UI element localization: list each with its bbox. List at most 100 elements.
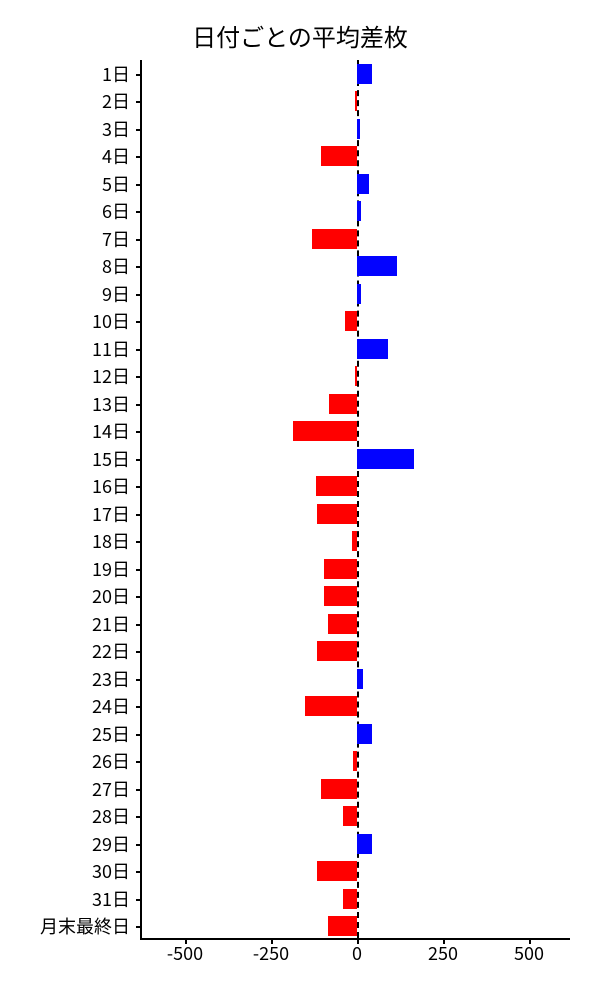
bar bbox=[317, 641, 357, 661]
y-tick-label: 25日 bbox=[92, 721, 130, 747]
y-tick-label: 10日 bbox=[92, 308, 130, 334]
y-tick bbox=[136, 514, 142, 516]
bar bbox=[317, 504, 357, 524]
bar bbox=[345, 311, 357, 331]
bar bbox=[357, 256, 397, 276]
y-tick-label: 7日 bbox=[102, 226, 130, 252]
bar bbox=[357, 64, 372, 84]
y-tick-label: 9日 bbox=[102, 281, 130, 307]
chart-container: 日付ごとの平均差枚 -500-25002505001日2日3日4日5日6日7日8… bbox=[0, 0, 600, 1000]
bar bbox=[357, 119, 360, 139]
bar bbox=[355, 366, 357, 386]
y-tick-label: 3日 bbox=[102, 116, 130, 142]
y-tick bbox=[136, 74, 142, 76]
y-tick bbox=[136, 679, 142, 681]
y-tick-label: 11日 bbox=[92, 336, 130, 362]
bar bbox=[357, 449, 414, 469]
y-tick bbox=[136, 871, 142, 873]
y-tick bbox=[136, 404, 142, 406]
y-tick bbox=[136, 844, 142, 846]
y-tick bbox=[136, 569, 142, 571]
y-tick bbox=[136, 156, 142, 158]
y-tick bbox=[136, 321, 142, 323]
y-tick bbox=[136, 184, 142, 186]
y-tick bbox=[136, 266, 142, 268]
bar bbox=[357, 201, 361, 221]
y-tick bbox=[136, 789, 142, 791]
y-tick-label: 22日 bbox=[92, 638, 130, 664]
bar bbox=[343, 806, 357, 826]
bar bbox=[357, 284, 361, 304]
y-tick-label: 月末最終日 bbox=[40, 913, 130, 939]
bar bbox=[321, 146, 357, 166]
y-tick-label: 20日 bbox=[92, 583, 130, 609]
y-tick bbox=[136, 239, 142, 241]
y-tick bbox=[136, 459, 142, 461]
bar bbox=[343, 889, 357, 909]
bar bbox=[355, 91, 357, 111]
y-tick-label: 23日 bbox=[92, 666, 130, 692]
y-tick bbox=[136, 101, 142, 103]
bar bbox=[324, 586, 357, 606]
bar bbox=[305, 696, 357, 716]
y-tick-label: 8日 bbox=[102, 253, 130, 279]
bar bbox=[357, 339, 388, 359]
y-tick-label: 26日 bbox=[92, 748, 130, 774]
x-tick-label: -500 bbox=[167, 940, 203, 966]
x-tick-label: 500 bbox=[514, 940, 544, 966]
y-tick-label: 16日 bbox=[92, 473, 130, 499]
y-tick bbox=[136, 349, 142, 351]
bar bbox=[328, 614, 357, 634]
y-tick-label: 17日 bbox=[92, 501, 130, 527]
bar bbox=[312, 229, 357, 249]
bar bbox=[293, 421, 357, 441]
y-tick-label: 28日 bbox=[92, 803, 130, 829]
x-tick-label: 250 bbox=[428, 940, 458, 966]
y-tick bbox=[136, 129, 142, 131]
bar bbox=[357, 669, 363, 689]
y-tick bbox=[136, 651, 142, 653]
y-tick-label: 4日 bbox=[102, 143, 130, 169]
y-tick-label: 6日 bbox=[102, 198, 130, 224]
bar bbox=[321, 779, 357, 799]
y-tick bbox=[136, 706, 142, 708]
bar bbox=[357, 724, 372, 744]
bar bbox=[357, 834, 372, 854]
y-tick bbox=[136, 211, 142, 213]
y-tick-label: 15日 bbox=[92, 446, 130, 472]
y-tick-label: 27日 bbox=[92, 776, 130, 802]
y-tick-label: 18日 bbox=[92, 528, 130, 554]
bar bbox=[353, 751, 357, 771]
y-tick-label: 30日 bbox=[92, 858, 130, 884]
y-tick bbox=[136, 596, 142, 598]
bar bbox=[329, 394, 357, 414]
y-tick-label: 1日 bbox=[102, 61, 130, 87]
bar bbox=[324, 559, 357, 579]
bar bbox=[352, 531, 357, 551]
bar bbox=[357, 174, 369, 194]
bar bbox=[317, 861, 357, 881]
y-tick-label: 31日 bbox=[92, 886, 130, 912]
y-tick bbox=[136, 761, 142, 763]
y-tick bbox=[136, 376, 142, 378]
y-tick bbox=[136, 816, 142, 818]
y-tick-label: 14日 bbox=[92, 418, 130, 444]
x-tick-label: -250 bbox=[253, 940, 289, 966]
y-tick bbox=[136, 926, 142, 928]
y-tick-label: 12日 bbox=[92, 363, 130, 389]
y-tick-label: 24日 bbox=[92, 693, 130, 719]
x-tick-label: 0 bbox=[352, 940, 362, 966]
y-tick bbox=[136, 294, 142, 296]
y-tick-label: 2日 bbox=[102, 88, 130, 114]
plot-area: -500-25002505001日2日3日4日5日6日7日8日9日10日11日1… bbox=[140, 60, 570, 940]
y-tick bbox=[136, 541, 142, 543]
y-tick-label: 29日 bbox=[92, 831, 130, 857]
y-tick-label: 13日 bbox=[92, 391, 130, 417]
y-tick bbox=[136, 899, 142, 901]
y-tick bbox=[136, 486, 142, 488]
bar bbox=[316, 476, 357, 496]
y-tick-label: 19日 bbox=[92, 556, 130, 582]
chart-title: 日付ごとの平均差枚 bbox=[0, 18, 600, 53]
y-tick-label: 5日 bbox=[102, 171, 130, 197]
y-tick bbox=[136, 734, 142, 736]
